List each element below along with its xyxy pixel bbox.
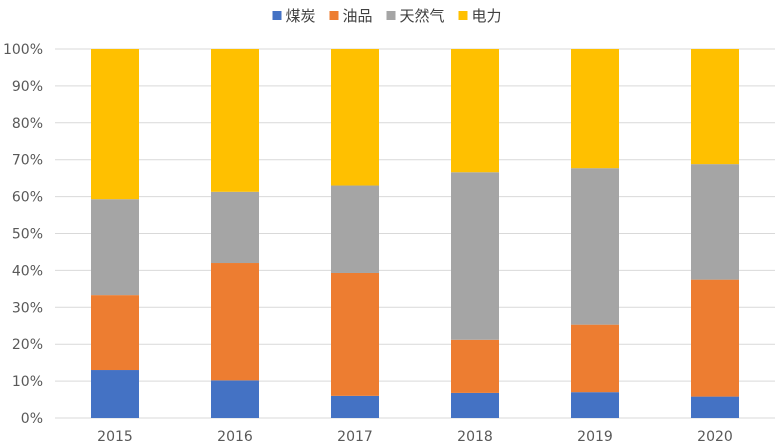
x-axis: 2015 2016 2017 2018 2019 2020: [97, 429, 733, 445]
bar-segment-2015-1: [91, 295, 139, 371]
bar-segment-2020-2: [691, 164, 739, 280]
bar-segment-2018-2: [451, 172, 499, 340]
legend-swatch-0: [272, 11, 282, 20]
x-tick-label: 2020: [697, 429, 733, 445]
y-tick-label: 70%: [12, 153, 43, 169]
bar-segment-2017-3: [331, 49, 379, 186]
bars: [91, 49, 739, 418]
bar-segment-2016-2: [211, 191, 259, 264]
legend-label-0: 煤炭: [286, 7, 316, 25]
bar-segment-2019-1: [571, 324, 619, 393]
bar-segment-2017-2: [331, 185, 379, 273]
bar-segment-2016-0: [211, 380, 259, 418]
bar-segment-2019-0: [571, 392, 619, 418]
legend-swatch-2: [386, 11, 396, 20]
y-tick-label: 30%: [12, 300, 43, 316]
x-tick-label: 2019: [577, 429, 613, 445]
x-tick-label: 2018: [457, 429, 493, 445]
bar-segment-2015-0: [91, 370, 139, 418]
bar-segment-2020-3: [691, 49, 739, 165]
y-tick-label: 60%: [12, 190, 43, 206]
legend-label-2: 天然气: [400, 7, 445, 25]
bar-segment-2019-3: [571, 49, 619, 169]
bar-segment-2015-3: [91, 49, 139, 200]
bar-segment-2018-3: [451, 49, 499, 173]
legend-swatch-3: [458, 11, 468, 20]
y-tick-label: 20%: [12, 337, 43, 353]
x-tick-label: 2015: [97, 429, 133, 445]
legend: 煤炭 油品 天然气 电力: [272, 7, 502, 25]
y-tick-label: 80%: [12, 116, 43, 132]
bar-segment-2020-0: [691, 396, 739, 418]
legend-label-1: 油品: [343, 7, 373, 25]
y-tick-label: 40%: [12, 263, 43, 279]
bar-segment-2015-2: [91, 199, 139, 296]
x-tick-label: 2016: [217, 429, 253, 445]
legend-swatch-1: [329, 11, 339, 20]
bar-segment-2017-0: [331, 395, 379, 418]
y-axis: 0% 10% 20% 30% 40% 50% 60% 70% 80% 90% 100%: [3, 42, 43, 427]
y-tick-label: 100%: [3, 42, 43, 58]
bar-segment-2016-1: [211, 263, 259, 381]
x-tick-label: 2017: [337, 429, 373, 445]
bar-segment-2016-3: [211, 49, 259, 192]
y-tick-label: 10%: [12, 374, 43, 390]
bar-segment-2019-2: [571, 168, 619, 325]
legend-label-3: 电力: [472, 7, 502, 25]
bar-segment-2018-1: [451, 339, 499, 393]
y-tick-label: 50%: [12, 227, 43, 243]
bar-segment-2020-1: [691, 279, 739, 397]
gridlines: [55, 48, 775, 419]
y-tick-label: 0%: [21, 411, 43, 427]
bar-segment-2018-0: [451, 392, 499, 418]
y-tick-label: 90%: [12, 79, 43, 95]
bar-segment-2017-1: [331, 272, 379, 396]
